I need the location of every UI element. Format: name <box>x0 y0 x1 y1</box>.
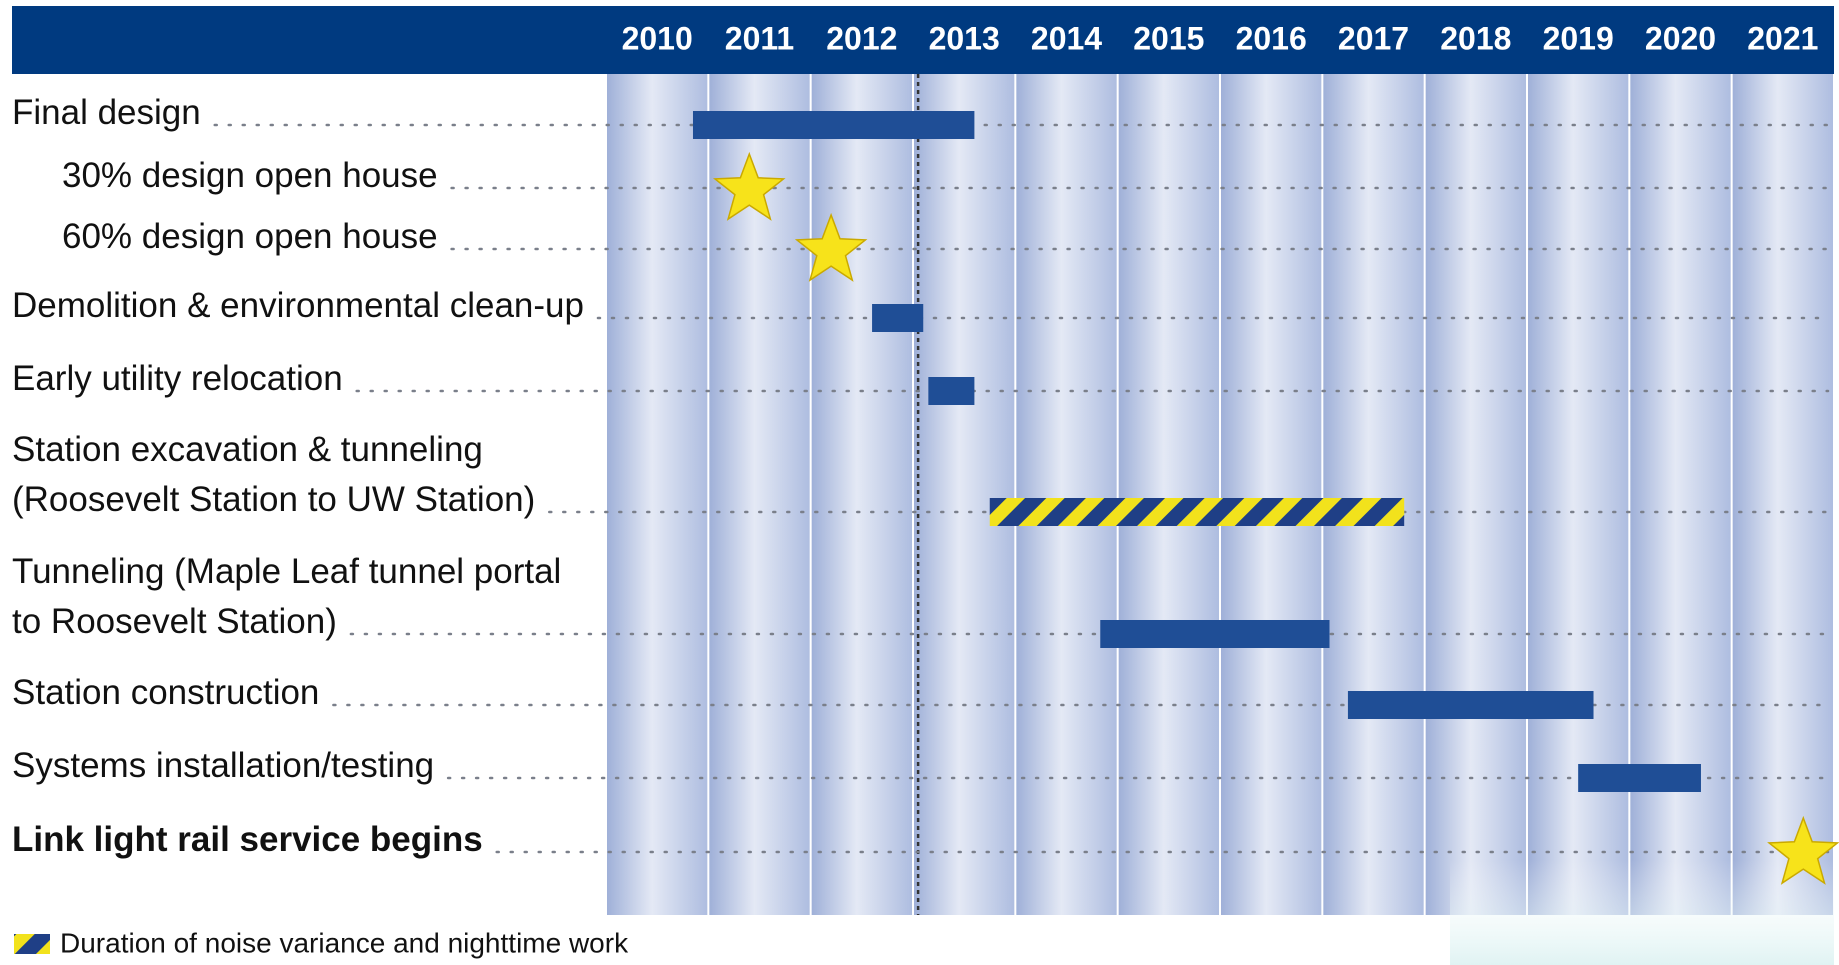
task-label: 60% design open house <box>62 217 438 256</box>
task-label: Link light rail service begins <box>12 820 483 859</box>
year-column <box>1732 74 1833 915</box>
year-column <box>1016 74 1117 915</box>
year-label: 2015 <box>1133 20 1204 56</box>
task-bar <box>989 498 1405 526</box>
year-label: 2010 <box>622 20 693 56</box>
milestone-star <box>1767 815 1839 885</box>
task-label: Station excavation & tunneling (Roosevelt… <box>12 430 535 519</box>
milestone-star <box>794 212 868 282</box>
task-label: Final design <box>12 93 201 132</box>
year-label: 2021 <box>1747 20 1818 56</box>
year-label: 2013 <box>929 20 1000 56</box>
year-label: 2020 <box>1645 20 1716 56</box>
year-column <box>709 74 810 915</box>
header-band <box>12 6 1834 74</box>
task-bar <box>872 304 924 332</box>
year-column <box>811 74 912 915</box>
legend-swatch <box>14 934 50 954</box>
task-label: Tunneling (Maple Leaf tunnel portal to Ro… <box>12 552 561 641</box>
year-label: 2016 <box>1236 20 1307 56</box>
year-column <box>1425 74 1526 915</box>
year-column <box>607 74 708 915</box>
task-bar <box>1347 691 1594 719</box>
year-label: 2012 <box>826 20 897 56</box>
glow <box>1450 860 1834 965</box>
year-column <box>914 74 1015 915</box>
year-column <box>1323 74 1424 915</box>
year-label: 2011 <box>725 20 794 56</box>
task-label: 30% design open house <box>62 156 438 195</box>
milestone-star <box>712 151 786 221</box>
year-column <box>1118 74 1219 915</box>
task-label: Station construction <box>12 673 319 712</box>
year-label: 2014 <box>1031 20 1102 56</box>
task-bar <box>1100 620 1330 648</box>
year-label: 2017 <box>1338 20 1409 56</box>
task-bar <box>692 111 975 139</box>
task-label: Systems installation/testing <box>12 746 434 785</box>
task-bar <box>1578 764 1701 792</box>
task-bar <box>928 377 975 405</box>
task-label: Early utility relocation <box>12 359 343 398</box>
task-label: Demolition & environmental clean-up <box>12 286 584 325</box>
year-column <box>1221 74 1322 915</box>
legend-label: Duration of noise variance and nighttime… <box>60 927 629 958</box>
year-label: 2018 <box>1440 20 1511 56</box>
year-label: 2019 <box>1543 20 1614 56</box>
